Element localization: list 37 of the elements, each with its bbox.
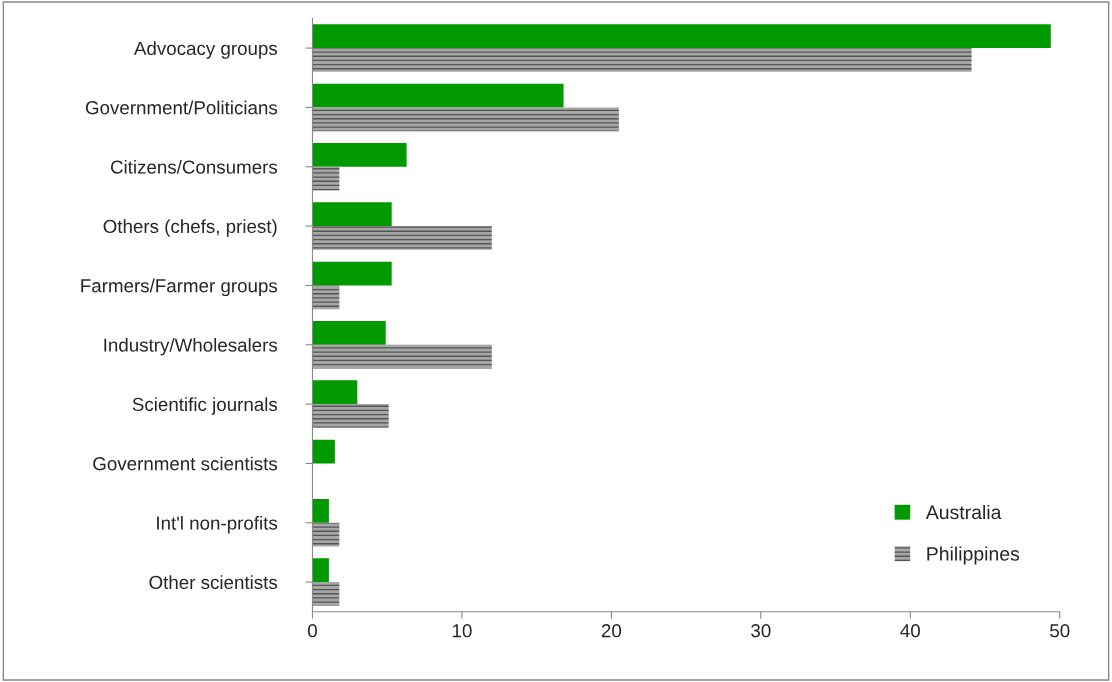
bar bbox=[312, 321, 386, 345]
y-tick-label: Industry/Wholesalers bbox=[104, 337, 278, 356]
bar bbox=[312, 202, 392, 227]
bar bbox=[312, 582, 340, 606]
bar bbox=[312, 344, 492, 369]
y-tick-label: Int'l non-profits bbox=[157, 515, 278, 534]
y-tick-label: Others (chefs, priest) bbox=[103, 219, 277, 237]
y-tick-label: Citizens/Consumers bbox=[110, 159, 278, 174]
x-tick-label: 30 bbox=[751, 624, 771, 638]
bar bbox=[312, 143, 407, 167]
bar bbox=[312, 380, 358, 405]
bar bbox=[312, 522, 340, 547]
y-tick-label: Advocacy groups bbox=[133, 41, 278, 59]
bar bbox=[312, 499, 329, 523]
x-tick-label: 0 bbox=[307, 624, 317, 638]
bar bbox=[312, 285, 340, 310]
x-tick-label: 40 bbox=[900, 624, 920, 638]
bar bbox=[312, 166, 340, 191]
bar bbox=[312, 558, 329, 583]
x-tick-label: 10 bbox=[452, 624, 472, 638]
bar bbox=[312, 261, 392, 286]
y-tick-label: Government/Politicians bbox=[85, 100, 278, 115]
bar bbox=[312, 24, 1051, 49]
bar bbox=[312, 439, 335, 464]
x-tick-label: 20 bbox=[601, 624, 622, 638]
bar bbox=[312, 83, 564, 108]
y-tick-label: Scientific journals bbox=[132, 397, 278, 415]
x-tick-label: 50 bbox=[1050, 624, 1070, 638]
y-tick-label: Other scientists bbox=[149, 575, 278, 590]
legend-label: Philippines bbox=[927, 546, 1020, 565]
y-tick-label: Government scientists bbox=[93, 456, 278, 471]
bar bbox=[312, 107, 619, 132]
bar bbox=[312, 226, 492, 250]
bar bbox=[312, 404, 389, 428]
legend-label: Australia bbox=[925, 504, 1002, 520]
y-tick-label: Farmers/Farmer groups bbox=[81, 278, 278, 297]
bar bbox=[312, 48, 972, 72]
